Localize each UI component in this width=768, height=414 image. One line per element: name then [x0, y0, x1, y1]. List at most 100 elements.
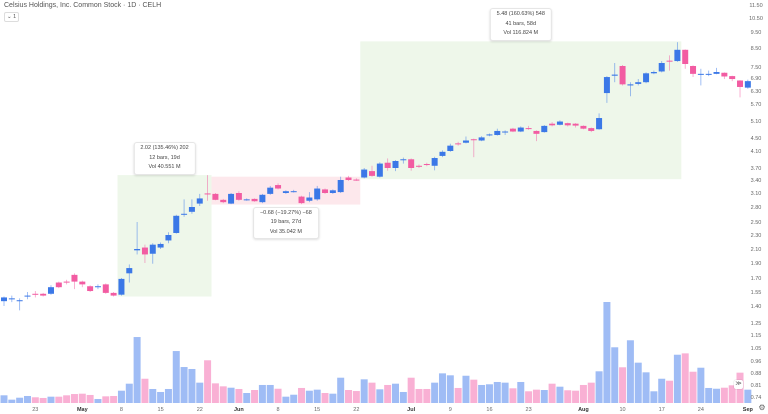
scroll-to-latest-icon[interactable]: ≫ [734, 380, 743, 389]
candle [658, 61, 665, 73]
measurement-line: Vol 116.824 M [503, 30, 539, 37]
volume-bar [713, 388, 721, 403]
volume-bar [23, 395, 31, 403]
candle [549, 122, 556, 127]
candle [494, 128, 501, 136]
candle [737, 80, 744, 98]
candle-body [32, 293, 39, 295]
volume-bar [587, 382, 595, 403]
volume-bar [658, 378, 666, 403]
legend-toggle-button[interactable]: ⌄ 1 [4, 12, 20, 22]
volume-bar [204, 360, 212, 403]
candle [674, 42, 681, 62]
candle [392, 160, 399, 172]
candle-body [737, 80, 744, 87]
price-tick-label: 0.81 [751, 383, 762, 389]
volume-bar [572, 390, 580, 403]
candle [502, 130, 509, 136]
candle [415, 164, 422, 168]
volume-bar [345, 390, 353, 403]
volume-bar [485, 384, 493, 403]
candle [635, 79, 642, 86]
candle [533, 130, 540, 142]
candle [55, 281, 62, 289]
candle-body [24, 295, 31, 297]
candle [141, 244, 148, 263]
candle-body [627, 84, 634, 86]
measurement-line: 5.48 (160.63%) 548 [496, 11, 545, 18]
candle [517, 126, 524, 133]
price-tick-label: 0.88 [751, 371, 762, 377]
candle-body [603, 77, 610, 94]
volume-bar [313, 389, 321, 403]
volume-bar [164, 388, 172, 403]
candle-body [173, 215, 180, 233]
gear-icon[interactable]: ⚙ [758, 403, 766, 412]
candle [345, 175, 352, 181]
candle [697, 68, 704, 86]
volume-bar [642, 372, 650, 403]
candle [181, 199, 188, 217]
candle-body [744, 81, 751, 88]
measurement-line: −0.68 (−19.27%) −68 [259, 209, 312, 216]
volume-bar [219, 386, 227, 403]
volume-bar [501, 382, 509, 403]
volume-bar [666, 380, 674, 403]
price-tick-label: 6.90 [751, 76, 762, 82]
volume-bar [525, 391, 533, 403]
candle-body [674, 49, 681, 62]
volume-bar [532, 389, 540, 403]
price-axis[interactable]: 11.50 10.50 9.50 8.50 7.50 6.90 6.30 5.70 5.10 4.… [749, 3, 763, 401]
volume-bar [290, 394, 298, 403]
price-tick-label: 9.50 [751, 30, 762, 36]
candle [408, 158, 415, 171]
volume-bar [423, 388, 431, 403]
date-axis[interactable]: 23 May 8 15 22 Jun 8 15 22 Jul 9 16 23 Aug 10 17 24 Sep [32, 407, 753, 413]
candle [40, 292, 47, 297]
candle [63, 279, 70, 285]
candle-body [525, 128, 532, 130]
candle [102, 283, 109, 294]
volume-bar [31, 397, 39, 403]
candle [322, 188, 329, 194]
candle [486, 133, 493, 137]
candle [447, 143, 454, 152]
volume-bar [705, 387, 713, 403]
candle [431, 156, 438, 171]
candle-body [134, 249, 141, 251]
volume-bar [564, 390, 572, 403]
price-tick-label: 10.50 [749, 16, 763, 22]
date-tick-label: 23 [526, 407, 532, 413]
candle-body [549, 123, 556, 126]
volume-bar [211, 383, 219, 403]
candle-body [643, 73, 650, 83]
volume-bar [517, 381, 525, 403]
volume-bar [55, 396, 63, 403]
volume-bar [329, 393, 337, 403]
candle-body [564, 123, 571, 126]
date-tick-label: 22 [197, 407, 203, 413]
volume-bar [352, 391, 360, 403]
measurement-zone [117, 175, 212, 297]
candle [361, 168, 368, 179]
candle-body [322, 189, 329, 193]
date-tick-label: 17 [659, 407, 665, 413]
candle [627, 82, 634, 97]
candle-body [392, 160, 399, 168]
date-tick-label: 15 [314, 407, 320, 413]
candle-body [439, 151, 446, 156]
candle [439, 150, 446, 158]
volume-bar [384, 384, 392, 403]
candle-body [462, 140, 469, 143]
candle [275, 183, 282, 190]
volume-bar [493, 381, 501, 403]
candle-body [181, 213, 188, 215]
candle [690, 65, 697, 78]
candle-body [16, 300, 23, 302]
price-tick-label: 4.10 [751, 149, 762, 155]
candle-body [690, 65, 697, 74]
volume-bar [321, 393, 329, 403]
candle [713, 67, 720, 75]
volume-bar [368, 382, 376, 403]
